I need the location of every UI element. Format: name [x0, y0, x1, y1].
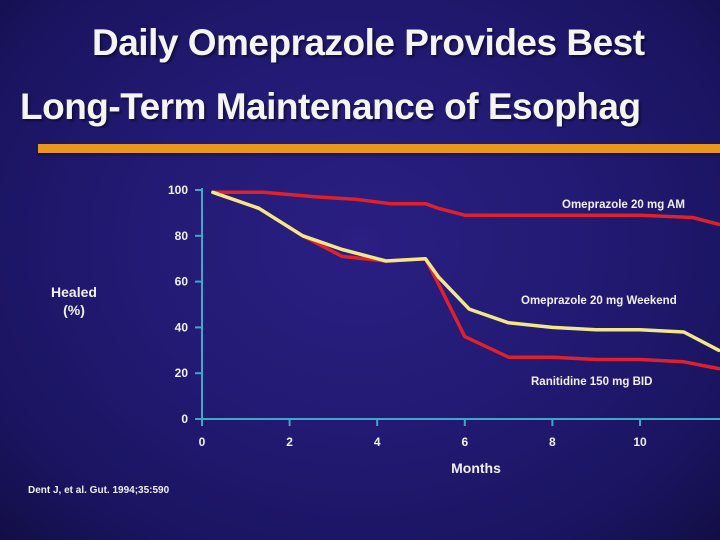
x-tick-label: 4 — [374, 435, 381, 449]
y-tick-label: 20 — [175, 366, 189, 380]
y-tick-label: 0 — [181, 412, 188, 426]
x-tick-label: 0 — [199, 435, 206, 449]
chart-series-labels: Omeprazole 20 mg AM Omeprazole 20 mg Week… — [521, 199, 685, 388]
x-tick-label: 2 — [286, 435, 293, 449]
title-divider — [38, 144, 720, 153]
series-line-omeprazole-20-mg-weekend — [211, 190, 720, 353]
x-axis-label: Months — [451, 460, 501, 476]
y-axis-label-line-2: (%) — [63, 302, 85, 318]
y-tick-label: 80 — [175, 229, 189, 243]
series-line-omeprazole-20-mg-am — [211, 190, 720, 227]
chart-ticks: 0 20 40 60 80 100 0 2 4 6 8 10 — [168, 183, 647, 449]
x-tick-label: 6 — [461, 435, 468, 449]
y-tick-label: 100 — [168, 183, 188, 197]
series-line-ranitidine-150-mg-bid — [211, 190, 720, 371]
slide-title-line-2: Long-Term Maintenance of Esophag — [20, 86, 641, 127]
y-tick-label: 60 — [175, 275, 189, 289]
y-tick-label: 40 — [175, 320, 189, 334]
series-label: Omeprazole 20 mg AM — [562, 199, 685, 211]
y-axis-label-line-1: Healed — [51, 284, 97, 300]
series-label: Omeprazole 20 mg Weekend — [521, 295, 677, 307]
series-label: Ranitidine 150 mg BID — [531, 376, 652, 388]
slide-title-line-1: Daily Omeprazole Provides Best — [92, 22, 645, 63]
citation: Dent J, et al. Gut. 1994;35:590 — [28, 485, 170, 496]
chart-series — [211, 190, 720, 371]
x-tick-label: 10 — [633, 435, 647, 449]
x-tick-label: 8 — [549, 435, 556, 449]
chart-axes — [201, 188, 720, 420]
